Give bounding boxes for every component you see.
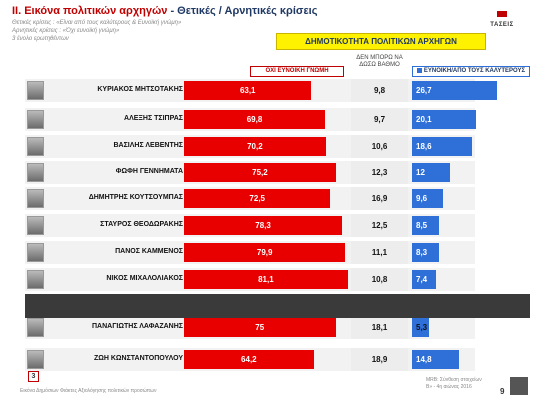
positive-bar — [412, 270, 436, 289]
subtitle-line-2: Αρνητικές κρίσεις : «Όχι ευνοϊκή γνώμη» — [12, 28, 120, 34]
no-answer-cell — [351, 108, 408, 131]
positive-bar — [412, 137, 472, 156]
footer-text: Εικόνα Δημόσιων Φιάκτες Αξιολόγησης πολι… — [20, 388, 157, 394]
positive-value-label: 26,7 — [416, 86, 432, 95]
no-answer-cell — [351, 161, 408, 184]
positive-value-label: 5,3 — [416, 323, 428, 332]
logo-mark-icon — [497, 11, 507, 17]
negative-bar — [184, 216, 343, 235]
positive-value-label: 7,4 — [416, 275, 428, 284]
negative-value-label: 69,8 — [246, 115, 263, 124]
negative-bar — [184, 318, 336, 337]
leader-photo — [27, 318, 44, 337]
negative-value-label: 79,9 — [256, 248, 273, 257]
no-answer-cell — [351, 79, 408, 102]
chart-banner: ΔΗΜΟΤΙΚΟΤΗΤΑ ΠΟΛΙΤΙΚΩΝ ΑΡΧΗΓΩΝ — [276, 33, 486, 50]
negative-value-label: 72,5 — [249, 194, 265, 203]
negative-value-label: 64,2 — [241, 355, 257, 364]
negative-value-label: 63,1 — [239, 86, 256, 95]
positive-value-label: 18,6 — [416, 142, 432, 151]
no-answer-value-label: 12,3 — [371, 168, 388, 177]
no-answer-value-label: 9,8 — [373, 86, 386, 95]
positive-bar — [412, 110, 477, 129]
negative-bar — [184, 137, 326, 156]
leader-photo — [27, 350, 44, 369]
negative-bar — [184, 110, 325, 129]
positive-bar — [412, 243, 439, 262]
legend-positive: ΕΥΝΟΙΚΗ/ΑΠΟ ΤΟΥΣ ΚΑΛΥΤΕΡΟΥΣ — [412, 66, 530, 77]
negative-bar — [184, 350, 314, 369]
subtitle-line-1: Θετικές κρίσεις : «Είναι από τους καλύτε… — [12, 20, 182, 26]
positive-bar — [412, 163, 451, 182]
no-answer-cell — [351, 135, 408, 158]
no-answer-cell — [351, 241, 408, 264]
no-answer-value-label: 11,1 — [371, 248, 388, 257]
positive-value-label: 20,1 — [416, 115, 432, 124]
no-answer-value-label: 10,6 — [371, 142, 388, 151]
leader-name: ΚΥΡΙΑΚΟΣ ΜΗΤΣΟΤΑΚΗΣ — [97, 86, 183, 93]
subtitle-line-3: 3 ένολο ερωτηθέντων — [12, 36, 69, 42]
page-title: II. Εικόνα πολιτικών αρχηγών - Θετικές /… — [12, 5, 318, 17]
no-answer-cell — [351, 316, 408, 339]
positive-bar — [412, 189, 443, 208]
no-answer-cell — [351, 348, 408, 371]
legend-negative: ΟΧΙ ΕΥΝΟΙΚΗ ΓΝΩΜΗ — [250, 66, 344, 77]
negative-bar — [184, 270, 348, 289]
positive-value-label: 14,8 — [416, 355, 432, 364]
leader-photo — [27, 216, 44, 235]
legend-no-answer: ΔΕΝ ΜΠΟΡΩ ΝΑ ΔΩΣΩ ΒΑΘΜΟ — [356, 55, 403, 68]
negative-value-label: 75,2 — [252, 168, 268, 177]
negative-bar — [184, 189, 331, 208]
page-number: 9 — [500, 387, 505, 396]
leader-name: ΔΗΜΗΤΡΗΣ ΚΟΥΤΣΟΥΜΠΑΣ — [88, 194, 183, 201]
no-answer-cell — [351, 268, 408, 291]
no-answer-value-label: 18,1 — [371, 323, 388, 332]
negative-value-label: 75 — [255, 323, 265, 332]
legend-blue-square-icon — [416, 68, 422, 73]
leader-photo — [27, 81, 44, 100]
footer-source: MRB: Σύνθεση στοιχείων Β» - 4η αιώνας 20… — [426, 377, 482, 390]
no-answer-value-label: 12,5 — [371, 221, 388, 230]
positive-bar — [412, 318, 429, 337]
negative-bar — [184, 81, 312, 100]
negative-value-label: 78,3 — [255, 221, 271, 230]
positive-value-label: 12 — [416, 168, 425, 177]
leader-name: ΑΛΕΞΗΣ ΤΣΙΠΡΑΣ — [124, 115, 183, 122]
negative-value-label: 81,1 — [258, 275, 274, 284]
leader-photo — [27, 270, 44, 289]
leader-name: ΦΩΦΗ ΓΕΝΝΗΜΑΤΑ — [115, 168, 183, 175]
no-answer-cell — [351, 187, 408, 210]
positive-value-label: 9,6 — [416, 194, 428, 203]
leader-photo — [27, 137, 44, 156]
positive-value-label: 8,3 — [416, 248, 428, 257]
leader-name: ΝΙΚΟΣ ΜΙΧΑΛΟΛΙΑΚΟΣ — [106, 275, 183, 282]
mrb-logo-icon — [510, 377, 528, 395]
leader-photo — [27, 110, 44, 129]
leader-photo — [27, 189, 44, 208]
separator-band — [25, 294, 530, 318]
leader-name: ΖΩΗ ΚΩΝΣΤΑΝΤΟΠΟΥΛΟΥ — [93, 355, 183, 362]
leader-name: ΒΑΣΙΛΗΣ ΛΕΒΕΝΤΗΣ — [113, 142, 183, 149]
leader-name: ΠΑΝΟΣ ΚΑΜΜΕΝΟΣ — [115, 248, 183, 255]
leader-photo — [27, 163, 44, 182]
positive-bar — [412, 216, 440, 235]
no-answer-value-label: 10,8 — [371, 275, 388, 284]
negative-bar — [184, 243, 346, 262]
leader-name: ΣΤΑΥΡΟΣ ΘΕΟΔΩΡΑΚΗΣ — [100, 221, 183, 228]
no-answer-value-label: 18,9 — [371, 355, 388, 364]
positive-bar — [412, 81, 498, 100]
negative-bar — [184, 163, 336, 182]
leader-photo — [27, 243, 44, 262]
no-answer-value-label: 9,7 — [373, 115, 386, 124]
no-answer-cell — [351, 214, 408, 237]
positive-value-label: 8,5 — [416, 221, 428, 230]
positive-bar — [412, 350, 460, 369]
leader-name: ΠΑΝΑΓΙΩΤΗΣ ΛΑΦΑΖΑΝΗΣ — [92, 323, 183, 330]
slide-badge: 3 — [28, 371, 39, 382]
company-logo: ΤΑΣΕΙΣ — [480, 4, 524, 28]
negative-value-label: 70,2 — [247, 142, 263, 151]
no-answer-value-label: 16,9 — [371, 194, 388, 203]
